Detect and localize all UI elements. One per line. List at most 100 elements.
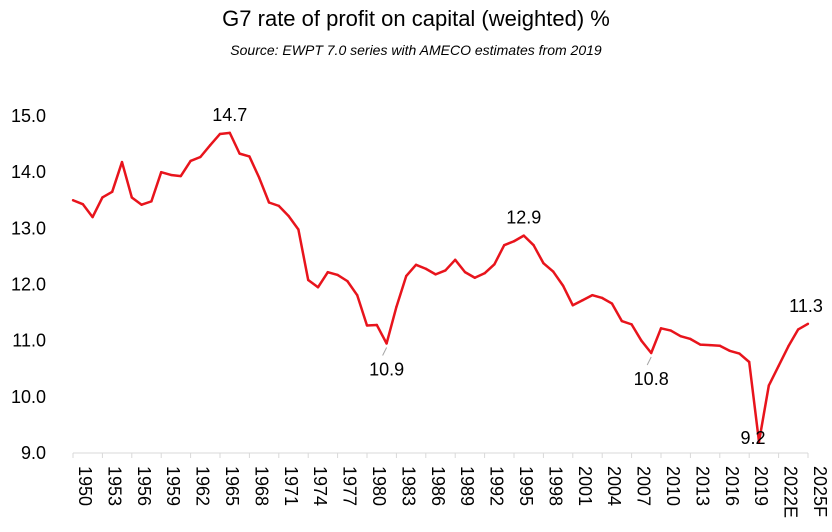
label-leader-line xyxy=(382,347,388,356)
data-point xyxy=(71,199,75,202)
x-tick-label: 1959 xyxy=(163,466,183,506)
x-tick-label: 1995 xyxy=(516,466,536,506)
x-tick-label: 1989 xyxy=(457,466,477,506)
data-point xyxy=(316,286,320,289)
data-point xyxy=(728,349,731,352)
data-point xyxy=(228,131,231,135)
x-tick-label: 1968 xyxy=(251,466,271,506)
x-axis-ticks: 1950 1953 1956 1959 1962 1965 1968 1971 1974 1977… xyxy=(72,453,830,518)
x-tick-label: 1992 xyxy=(487,466,507,506)
data-point xyxy=(209,144,212,147)
data-point xyxy=(189,159,192,163)
data-point xyxy=(806,322,810,326)
y-axis-ticks: 9.0 10.0 11.0 12.0 13.0 14.0 15.0 xyxy=(11,106,46,463)
data-point xyxy=(503,243,506,247)
data-point xyxy=(179,174,182,178)
data-point xyxy=(444,269,447,272)
x-tick-label: 2004 xyxy=(604,466,624,506)
x-tick-label: 1950 xyxy=(75,466,95,506)
data-point xyxy=(630,323,633,326)
data-point xyxy=(767,384,770,387)
data-label: 14.7 xyxy=(212,105,247,125)
data-point xyxy=(591,293,594,297)
series-group xyxy=(71,131,810,444)
x-tick-label: 2016 xyxy=(722,466,742,506)
data-point xyxy=(473,276,476,279)
data-point xyxy=(718,344,721,347)
data-point xyxy=(287,214,290,218)
data-point xyxy=(365,324,369,327)
data-point xyxy=(757,440,761,443)
x-tick-label: 2010 xyxy=(663,466,683,506)
y-tick-label: 12.0 xyxy=(11,275,46,295)
data-point xyxy=(689,337,692,341)
data-point xyxy=(385,342,388,345)
data-point xyxy=(199,155,202,159)
data-point xyxy=(336,273,339,277)
data-label: 10.8 xyxy=(634,369,669,389)
data-point xyxy=(356,293,359,297)
x-tick-label: 1977 xyxy=(340,466,360,506)
data-point xyxy=(777,364,780,368)
data-point xyxy=(463,270,467,274)
x-tick-label: 1998 xyxy=(545,466,565,506)
data-point xyxy=(120,160,124,164)
data-point xyxy=(277,204,280,208)
y-tick-label: 14.0 xyxy=(11,162,46,182)
x-tick-label: 1983 xyxy=(398,466,418,506)
data-point xyxy=(434,273,437,276)
data-point xyxy=(679,334,682,338)
data-point xyxy=(561,284,565,287)
data-point xyxy=(130,196,133,199)
data-point xyxy=(111,190,114,194)
data-point xyxy=(346,279,349,283)
data-point xyxy=(699,343,702,346)
x-tick-label: 2025F xyxy=(810,466,830,517)
x-tick-label: 2007 xyxy=(634,466,654,506)
data-point xyxy=(248,155,251,158)
chart-subtitle: Source: EWPT 7.0 series with AMECO estim… xyxy=(230,42,602,58)
x-tick-label: 1986 xyxy=(428,466,448,506)
data-point xyxy=(532,243,535,247)
data-point xyxy=(542,261,545,265)
data-point xyxy=(659,327,663,330)
data-point xyxy=(522,234,525,237)
x-tick-label: 1971 xyxy=(281,466,301,506)
data-point xyxy=(552,270,555,273)
data-point xyxy=(708,343,712,347)
data-point xyxy=(748,360,751,364)
x-tick-label: 1980 xyxy=(369,466,389,506)
data-label: 12.9 xyxy=(506,208,541,228)
data-label: 9.2 xyxy=(740,428,765,448)
x-tick-label: 2013 xyxy=(692,466,712,506)
y-tick-label: 13.0 xyxy=(11,218,46,238)
data-point xyxy=(424,267,427,270)
data-point xyxy=(101,196,104,199)
data-point xyxy=(581,299,584,302)
data-labels: 14.7 10.9 12.9 10.8 9.2 11.3 xyxy=(212,105,823,448)
data-point xyxy=(169,173,173,177)
data-point xyxy=(297,228,300,231)
data-label: 11.3 xyxy=(789,296,823,316)
data-point xyxy=(483,272,486,275)
data-point xyxy=(797,328,800,331)
x-tick-label: 1962 xyxy=(193,466,213,506)
data-point xyxy=(81,202,85,206)
data-point xyxy=(787,345,790,348)
data-point xyxy=(218,132,222,136)
y-tick-label: 10.0 xyxy=(11,387,46,407)
y-tick-label: 15.0 xyxy=(11,106,46,126)
data-point xyxy=(414,263,418,267)
data-label: 10.9 xyxy=(369,359,404,379)
y-tick-label: 11.0 xyxy=(12,331,46,351)
data-point xyxy=(454,258,457,261)
label-leader-line xyxy=(646,356,652,366)
data-point xyxy=(140,203,143,206)
data-point xyxy=(326,270,329,274)
data-point xyxy=(493,263,496,266)
data-point xyxy=(395,305,398,309)
data-point xyxy=(267,201,271,204)
chart-title: G7 rate of profit on capital (weighted) … xyxy=(222,6,610,31)
data-point xyxy=(405,274,408,278)
